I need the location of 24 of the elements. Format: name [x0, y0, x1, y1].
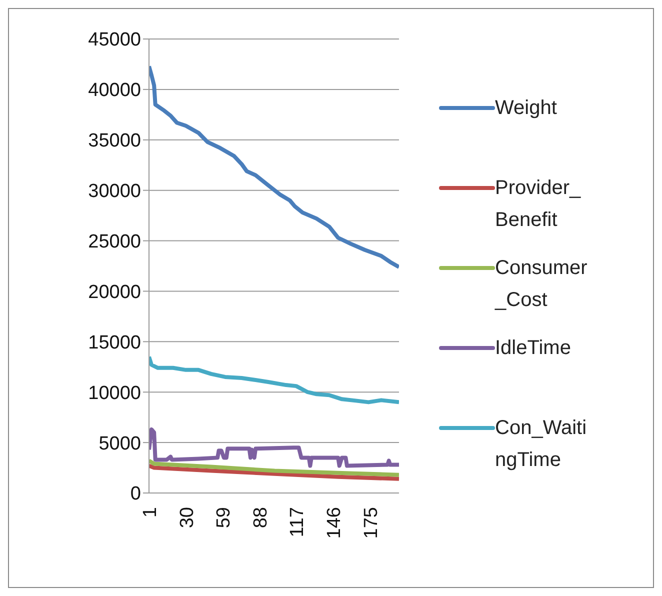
legend-label: Con_WaitingTime [495, 416, 588, 473]
y-tick-label: 5000 [98, 433, 141, 454]
y-tick-label: 15000 [88, 332, 141, 354]
x-tick-label: 88 [250, 507, 272, 528]
legend-label: Weight [495, 96, 558, 121]
y-tick-label: 20000 [88, 282, 141, 303]
line-series [149, 464, 399, 481]
x-tick-label: 175 [360, 507, 382, 539]
legend-label: IdleTime [495, 336, 572, 361]
x-tick-label: 117 [287, 507, 308, 538]
y-tick-label: 0 [130, 484, 141, 505]
x-tick-label: 1 [140, 507, 161, 518]
y-tick-label: 40000 [88, 80, 141, 102]
y-tick-label: 45000 [88, 30, 141, 51]
legend-label: Consumer_Cost [495, 256, 588, 313]
y-tick-label: 30000 [88, 181, 141, 202]
x-tick-label: 59 [214, 507, 235, 528]
x-tick-label: 30 [176, 507, 198, 528]
y-tick-label: 35000 [88, 130, 141, 152]
x-tick-label: 146 [324, 507, 346, 539]
y-tick-label: 25000 [88, 232, 141, 253]
y-tick-label: 10000 [88, 382, 141, 404]
line-series [149, 458, 399, 477]
legend-label: Provider_Benefit [495, 176, 582, 233]
